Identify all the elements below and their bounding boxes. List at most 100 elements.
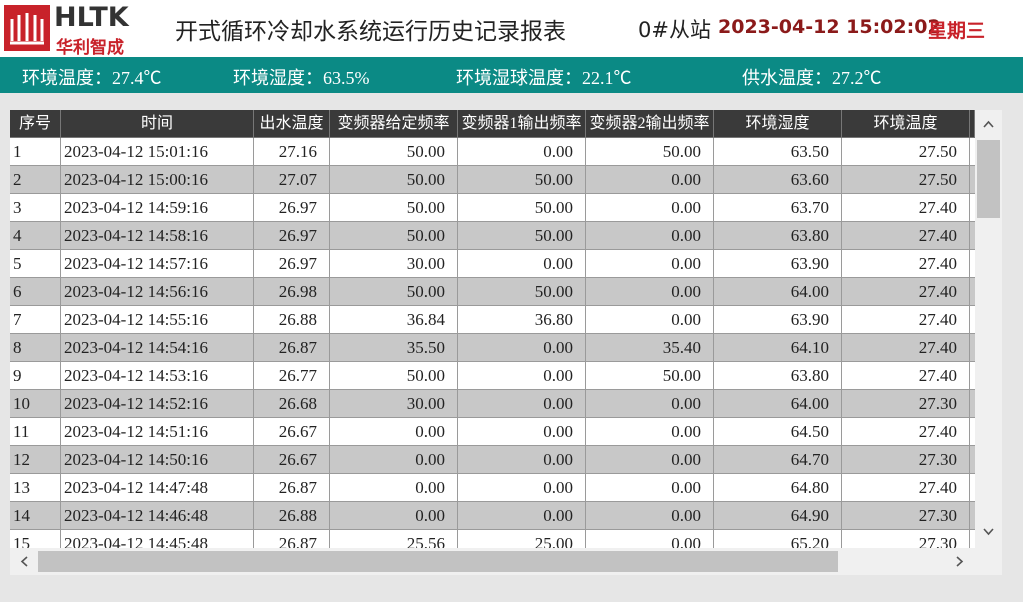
table-cell: 2023-04-12 14:59:16 (61, 194, 254, 222)
table-cell: 64.90 (714, 502, 842, 530)
table-cell: 0.00 (586, 166, 714, 194)
table-cell: 9 (10, 362, 61, 390)
table-cell: 26.87 (254, 530, 330, 548)
table-cell: 63.70 (714, 194, 842, 222)
table-cell: 0.00 (458, 502, 586, 530)
table-cell: 2023-04-12 14:51:16 (61, 418, 254, 446)
table-cell: 50.00 (458, 166, 586, 194)
table-cell: 63.90 (714, 250, 842, 278)
table-cell: 26.88 (254, 502, 330, 530)
h-scrollbar[interactable] (10, 548, 1002, 575)
column-header: 环境温度 (842, 110, 970, 138)
table-cell (970, 166, 975, 194)
table-cell: 27.40 (842, 222, 970, 250)
table-cell: 0.00 (458, 474, 586, 502)
table-cell: 0.00 (586, 222, 714, 250)
table-cell: 26.67 (254, 446, 330, 474)
table-cell: 35.50 (330, 334, 458, 362)
column-header: 序号 (10, 110, 61, 138)
table-cell: 50.00 (330, 222, 458, 250)
table-cell: 0.00 (586, 278, 714, 306)
table-cell: 27.30 (842, 530, 970, 548)
table-cell: 7 (10, 306, 61, 334)
table-cell: 15 (10, 530, 61, 548)
table-cell: 5 (10, 250, 61, 278)
column-header: 变频器2输出频率 (586, 110, 714, 138)
table-cell: 27.50 (842, 138, 970, 166)
table-cell: 0.00 (330, 474, 458, 502)
table-cell: 2023-04-12 15:01:16 (61, 138, 254, 166)
table-cell: 63.80 (714, 362, 842, 390)
table-cell: 50.00 (458, 278, 586, 306)
table-cell (970, 502, 975, 530)
table-cell: 27.40 (842, 250, 970, 278)
table-cell: 63.50 (714, 138, 842, 166)
table-cell: 0.00 (586, 306, 714, 334)
status-item: 供水温度：27.2℃ (742, 68, 882, 88)
table-cell: 26.98 (254, 278, 330, 306)
table-cell: 27.30 (842, 390, 970, 418)
table-cell: 63.60 (714, 166, 842, 194)
table-cell: 0.00 (586, 194, 714, 222)
table-cell: 0.00 (458, 250, 586, 278)
table-cell: 0.00 (586, 530, 714, 548)
table-cell: 50.00 (458, 222, 586, 250)
table-cell: 27.40 (842, 194, 970, 222)
table-cell: 0.00 (458, 362, 586, 390)
table-cell: 64.00 (714, 390, 842, 418)
table-cell (970, 446, 975, 474)
logo-text: HLTK (54, 2, 129, 33)
table-cell: 0.00 (458, 390, 586, 418)
table-cell: 64.70 (714, 446, 842, 474)
table-cell: 0.00 (458, 138, 586, 166)
table-cell: 0.00 (586, 474, 714, 502)
table-cell: 26.87 (254, 474, 330, 502)
table-cell (970, 418, 975, 446)
table-cell: 26.68 (254, 390, 330, 418)
table-cell: 0.00 (330, 418, 458, 446)
table-cell: 2023-04-12 14:56:16 (61, 278, 254, 306)
table-cell: 50.00 (330, 194, 458, 222)
table-cell: 27.40 (842, 362, 970, 390)
table-cell: 2 (10, 166, 61, 194)
table-cell: 26.77 (254, 362, 330, 390)
table-cell: 30.00 (330, 390, 458, 418)
table-cell: 0.00 (586, 446, 714, 474)
column-header: 环境湿度 (714, 110, 842, 138)
table-cell (970, 306, 975, 334)
column-header (970, 110, 975, 138)
table-cell (970, 334, 975, 362)
table-cell: 64.50 (714, 418, 842, 446)
table-cell: 26.97 (254, 250, 330, 278)
table-cell: 2023-04-12 14:53:16 (61, 362, 254, 390)
table-cell: 27.40 (842, 278, 970, 306)
v-scroll-arrows (977, 120, 1000, 536)
table-cell: 8 (10, 334, 61, 362)
table-cell: 27.16 (254, 138, 330, 166)
table-cell: 0.00 (458, 446, 586, 474)
table-cell: 0.00 (458, 334, 586, 362)
datetime: 2023-04-12 15:02:02 (718, 16, 941, 38)
table-cell: 26.67 (254, 418, 330, 446)
table-cell: 4 (10, 222, 61, 250)
table-cell: 27.40 (842, 334, 970, 362)
table-cell: 27.07 (254, 166, 330, 194)
status-item: 环境湿球温度：22.1℃ (456, 68, 632, 88)
table-cell: 63.90 (714, 306, 842, 334)
table-cell: 36.84 (330, 306, 458, 334)
table-cell: 26.88 (254, 306, 330, 334)
table-cell: 10 (10, 390, 61, 418)
table-cell: 6 (10, 278, 61, 306)
table-cell: 2023-04-12 14:54:16 (61, 334, 254, 362)
table-cell: 30.00 (330, 250, 458, 278)
column-header: 变频器1输出频率 (458, 110, 586, 138)
header: HLTK 华利智成 开式循环冷却水系统运行历史记录报表 0#从站 2023-04… (0, 0, 1023, 58)
v-scrollbar[interactable] (975, 110, 1002, 548)
table-cell: 26.97 (254, 194, 330, 222)
title: 开式循环冷却水系统运行历史记录报表 (175, 19, 566, 44)
table-cell: 26.97 (254, 222, 330, 250)
table-cell: 65.20 (714, 530, 842, 548)
h-scroll-arrows (20, 551, 964, 572)
table-cell: 0.00 (586, 418, 714, 446)
